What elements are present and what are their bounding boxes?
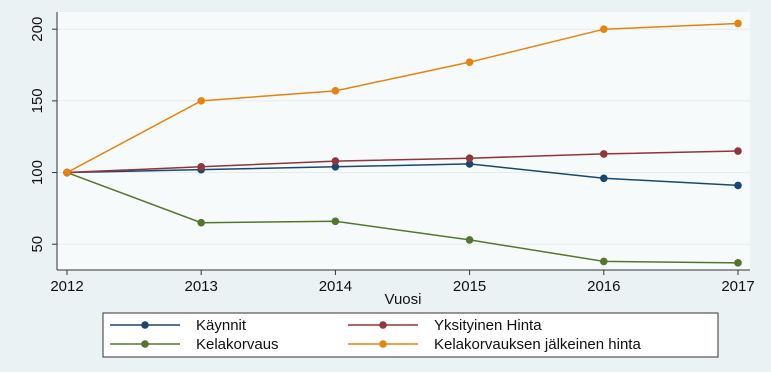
- legend-marker: [379, 340, 387, 348]
- series-line: [66, 22, 739, 174]
- point: [734, 19, 742, 28]
- legend-marker: [141, 321, 149, 329]
- plot-area: [57, 12, 750, 270]
- point: [331, 217, 340, 226]
- point: [465, 58, 474, 66]
- x-tick-label: 2012: [50, 278, 83, 295]
- y-tick-label: 50: [29, 236, 46, 253]
- x-tick-label: 2014: [319, 278, 352, 295]
- point: [465, 236, 474, 244]
- y-tick-label: 200: [29, 17, 46, 42]
- x-tick-label: 2013: [185, 278, 218, 295]
- point: [734, 259, 742, 267]
- legend-marker: [141, 340, 149, 348]
- legend-box: [102, 312, 719, 358]
- x-tick-label: 2017: [721, 278, 754, 295]
- point: [331, 157, 340, 165]
- point: [63, 168, 71, 177]
- point: [197, 163, 205, 171]
- legend-marker: [379, 321, 387, 329]
- point: [600, 174, 608, 183]
- point: [734, 181, 742, 190]
- point: [600, 257, 608, 266]
- series-line: [66, 171, 739, 264]
- point: [600, 25, 608, 33]
- point: [600, 150, 608, 158]
- series-line: [66, 163, 739, 187]
- legend-label: Kelakorvaus: [196, 336, 279, 353]
- legend-label: Yksityinen Hinta: [434, 317, 542, 334]
- point: [734, 147, 742, 155]
- point: [465, 160, 474, 168]
- legend-label: Käynnit: [196, 317, 247, 334]
- point: [465, 154, 474, 162]
- x-tick-label: 2015: [453, 278, 486, 295]
- point: [331, 87, 340, 95]
- y-tick-label: 100: [29, 160, 46, 185]
- point: [197, 218, 205, 227]
- series-line: [66, 150, 739, 174]
- point: [331, 163, 340, 171]
- legend-label: Kelakorvauksen jälkeinen hinta: [434, 336, 641, 353]
- point: [197, 97, 205, 105]
- y-tick-label: 150: [29, 88, 46, 113]
- x-tick-label: 2016: [587, 278, 620, 295]
- x-axis-title: Vuosi: [385, 291, 422, 308]
